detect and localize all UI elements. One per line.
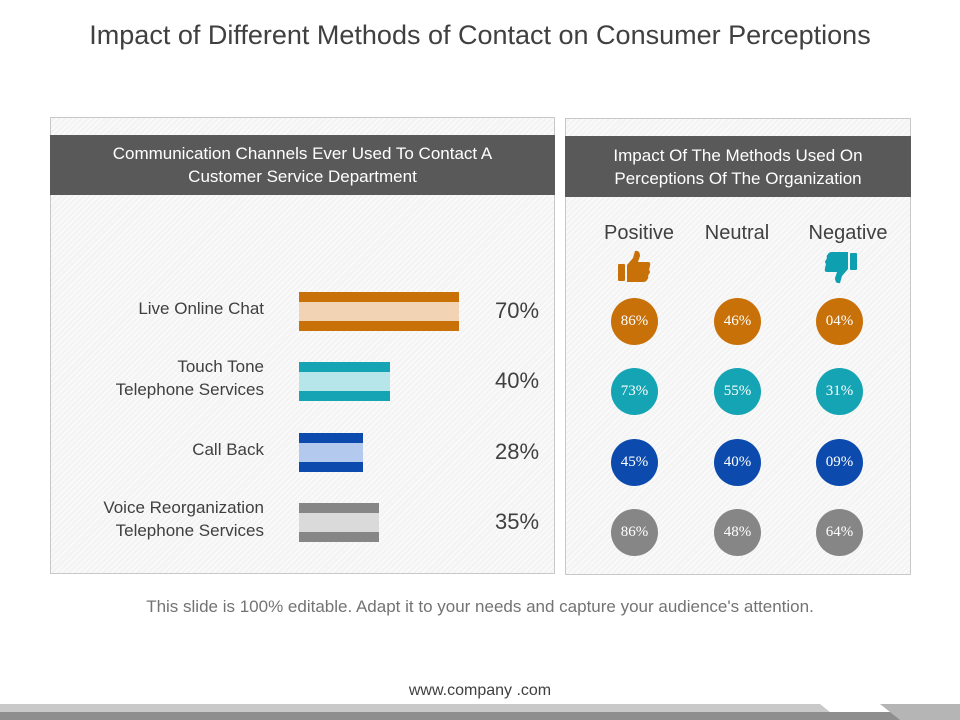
column-header-positive: Positive <box>603 222 675 244</box>
perception-value-circle: 45% <box>611 439 658 486</box>
perception-value-circle: 46% <box>714 298 761 345</box>
thumbs-up-icon <box>618 250 651 282</box>
perceptions-panel-header: Impact Of The Methods Used On Perception… <box>565 136 911 197</box>
bar-category-label-line: Telephone Services <box>115 380 264 399</box>
perception-value-circle: 40% <box>714 439 761 486</box>
perception-value-circle: 09% <box>816 439 863 486</box>
bar-category-label-line: Touch Tone <box>177 357 264 376</box>
footer-url: www.company .com <box>408 682 552 699</box>
perception-value-circle: 64% <box>816 509 863 556</box>
perceptions-panel-header-text: Impact Of The Methods Used On Perception… <box>613 145 863 188</box>
bar-category-label: Touch Tone Telephone Services <box>44 355 264 401</box>
perception-value-circle: 86% <box>611 509 658 556</box>
bar-category-label-line: Live Online Chat <box>138 298 264 318</box>
bar-category-label: Live Online Chat <box>44 297 264 320</box>
bar <box>299 503 379 542</box>
perception-value-circle: 73% <box>611 368 658 415</box>
bar <box>299 433 363 472</box>
bar-value-label: 70% <box>494 298 540 323</box>
channels-panel-header: Communication Channels Ever Used To Cont… <box>50 135 555 195</box>
slide-caption: This slide is 100% editable. Adapt it to… <box>146 597 814 616</box>
footer-band <box>0 704 960 720</box>
perception-value-circle: 55% <box>714 368 761 415</box>
column-header-negative: Negative <box>808 222 888 244</box>
perception-value-circle: 31% <box>816 368 863 415</box>
bar-category-label-line: Call Back <box>192 439 264 459</box>
thumbs-down-icon <box>824 252 857 284</box>
perception-value-circle: 48% <box>714 509 761 556</box>
bar-category-label: Voice Reorganization Telephone Services <box>44 496 264 542</box>
column-header-neutral: Neutral <box>704 222 770 244</box>
bar-category-label-line: Telephone Services <box>115 521 264 540</box>
slide-title: Impact of Different Methods of Contact o… <box>89 20 871 50</box>
bar <box>299 292 459 331</box>
channels-panel-header-text: Communication Channels Ever Used To Cont… <box>112 144 493 186</box>
channels-panel: Communication Channels Ever Used To Cont… <box>50 117 555 574</box>
bar-value-label: 28% <box>494 439 540 464</box>
bar <box>299 362 390 401</box>
perception-value-circle: 04% <box>816 298 863 345</box>
bar-value-label: 35% <box>494 509 540 534</box>
bar-category-label-line: Voice Reorganization <box>103 498 264 517</box>
perception-value-circle: 86% <box>611 298 658 345</box>
perceptions-panel: Impact Of The Methods Used On Perception… <box>565 118 911 575</box>
bar-value-label: 40% <box>494 368 540 393</box>
bar-category-label: Call Back <box>44 438 264 461</box>
